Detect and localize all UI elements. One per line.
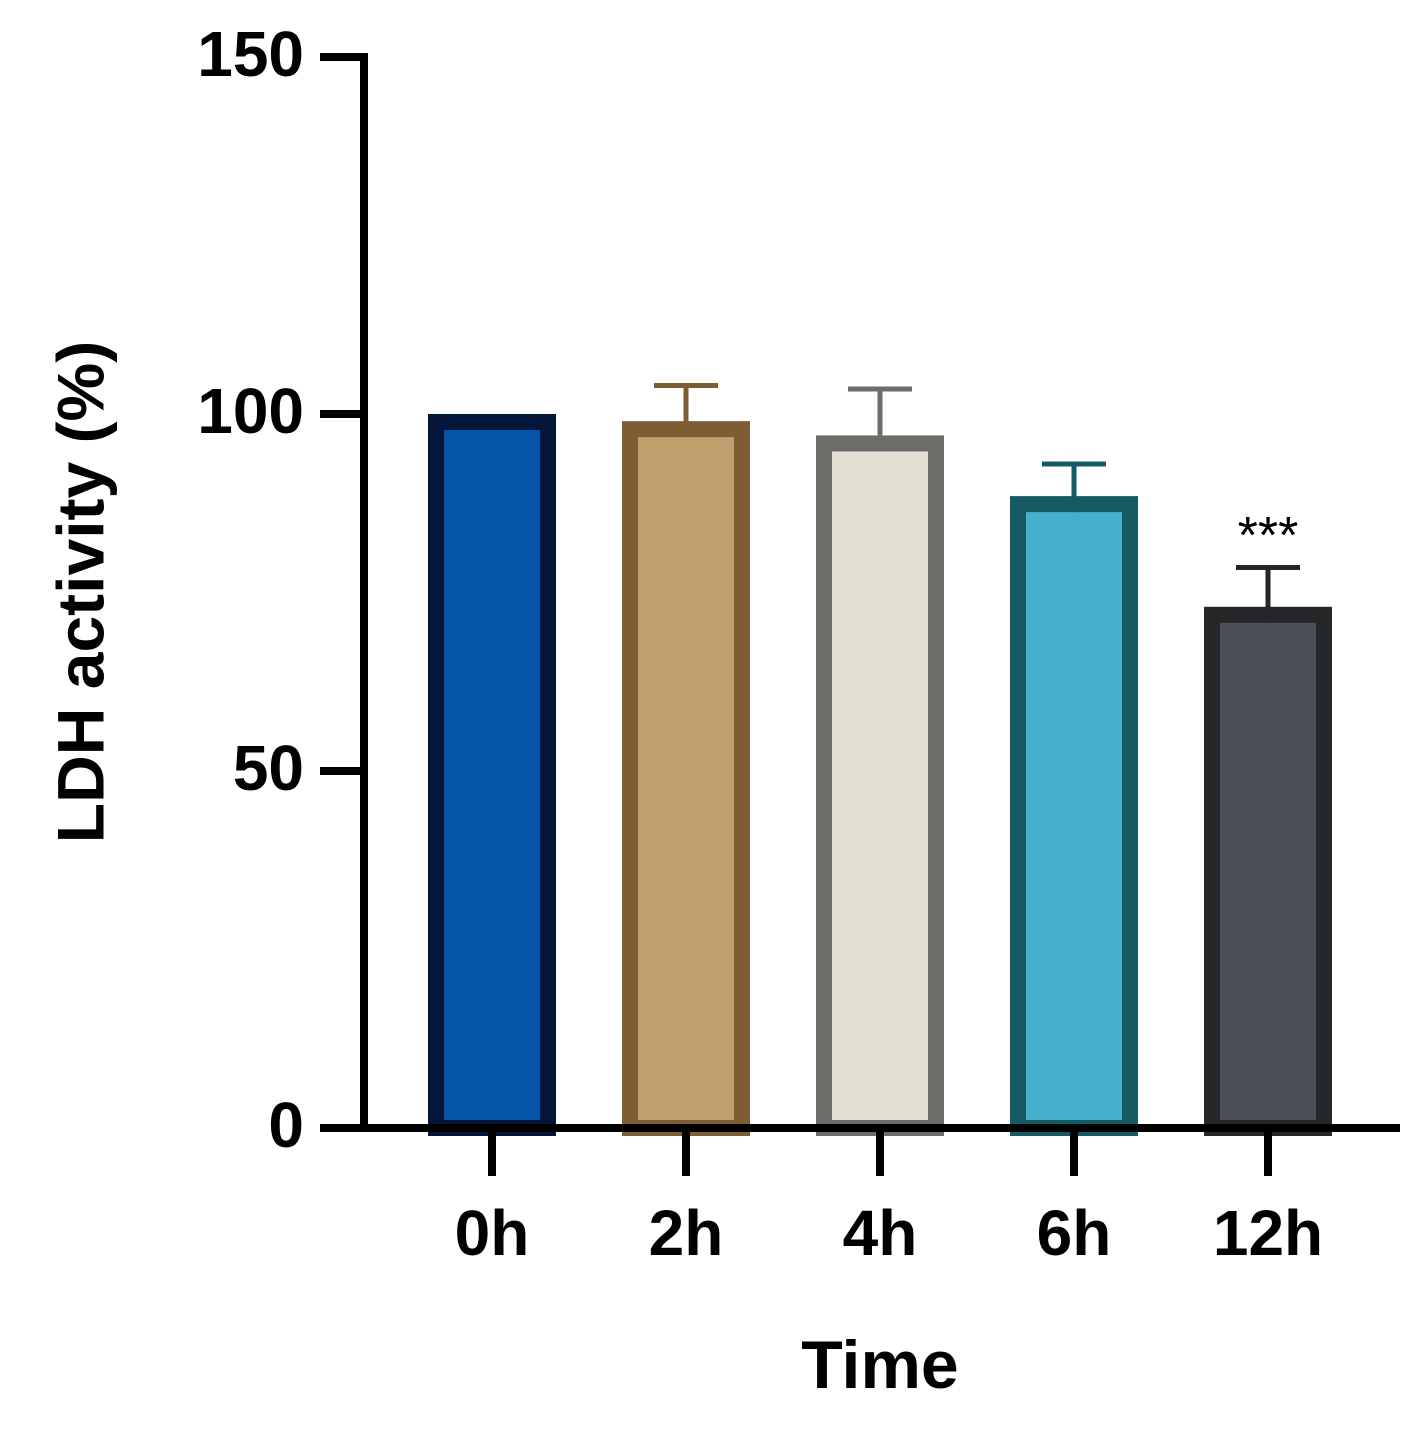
bar xyxy=(816,435,944,1137)
y-axis-title: LDH activity (%) xyxy=(43,341,117,843)
x-tick-label: 6h xyxy=(1037,1197,1112,1269)
bar xyxy=(428,414,556,1136)
x-axis-title: Time xyxy=(801,1327,958,1403)
x-tick-label: 12h xyxy=(1213,1197,1323,1269)
bar xyxy=(1010,496,1138,1136)
error-bar xyxy=(1042,461,1106,513)
error-bar xyxy=(1236,565,1300,623)
x-tick-label: 2h xyxy=(649,1197,724,1269)
y-tick-label: 0 xyxy=(268,1089,304,1161)
x-tick-label: 0h xyxy=(455,1197,530,1269)
bar xyxy=(622,421,750,1136)
error-bar xyxy=(848,386,912,452)
x-tick-label: 4h xyxy=(843,1197,918,1269)
y-tick-label: 100 xyxy=(197,375,304,447)
annotation: *** xyxy=(1238,507,1299,565)
y-tick-label: 50 xyxy=(233,732,304,804)
bar xyxy=(1204,606,1332,1136)
error-bar xyxy=(654,382,718,438)
y-tick-label: 150 xyxy=(197,18,304,90)
